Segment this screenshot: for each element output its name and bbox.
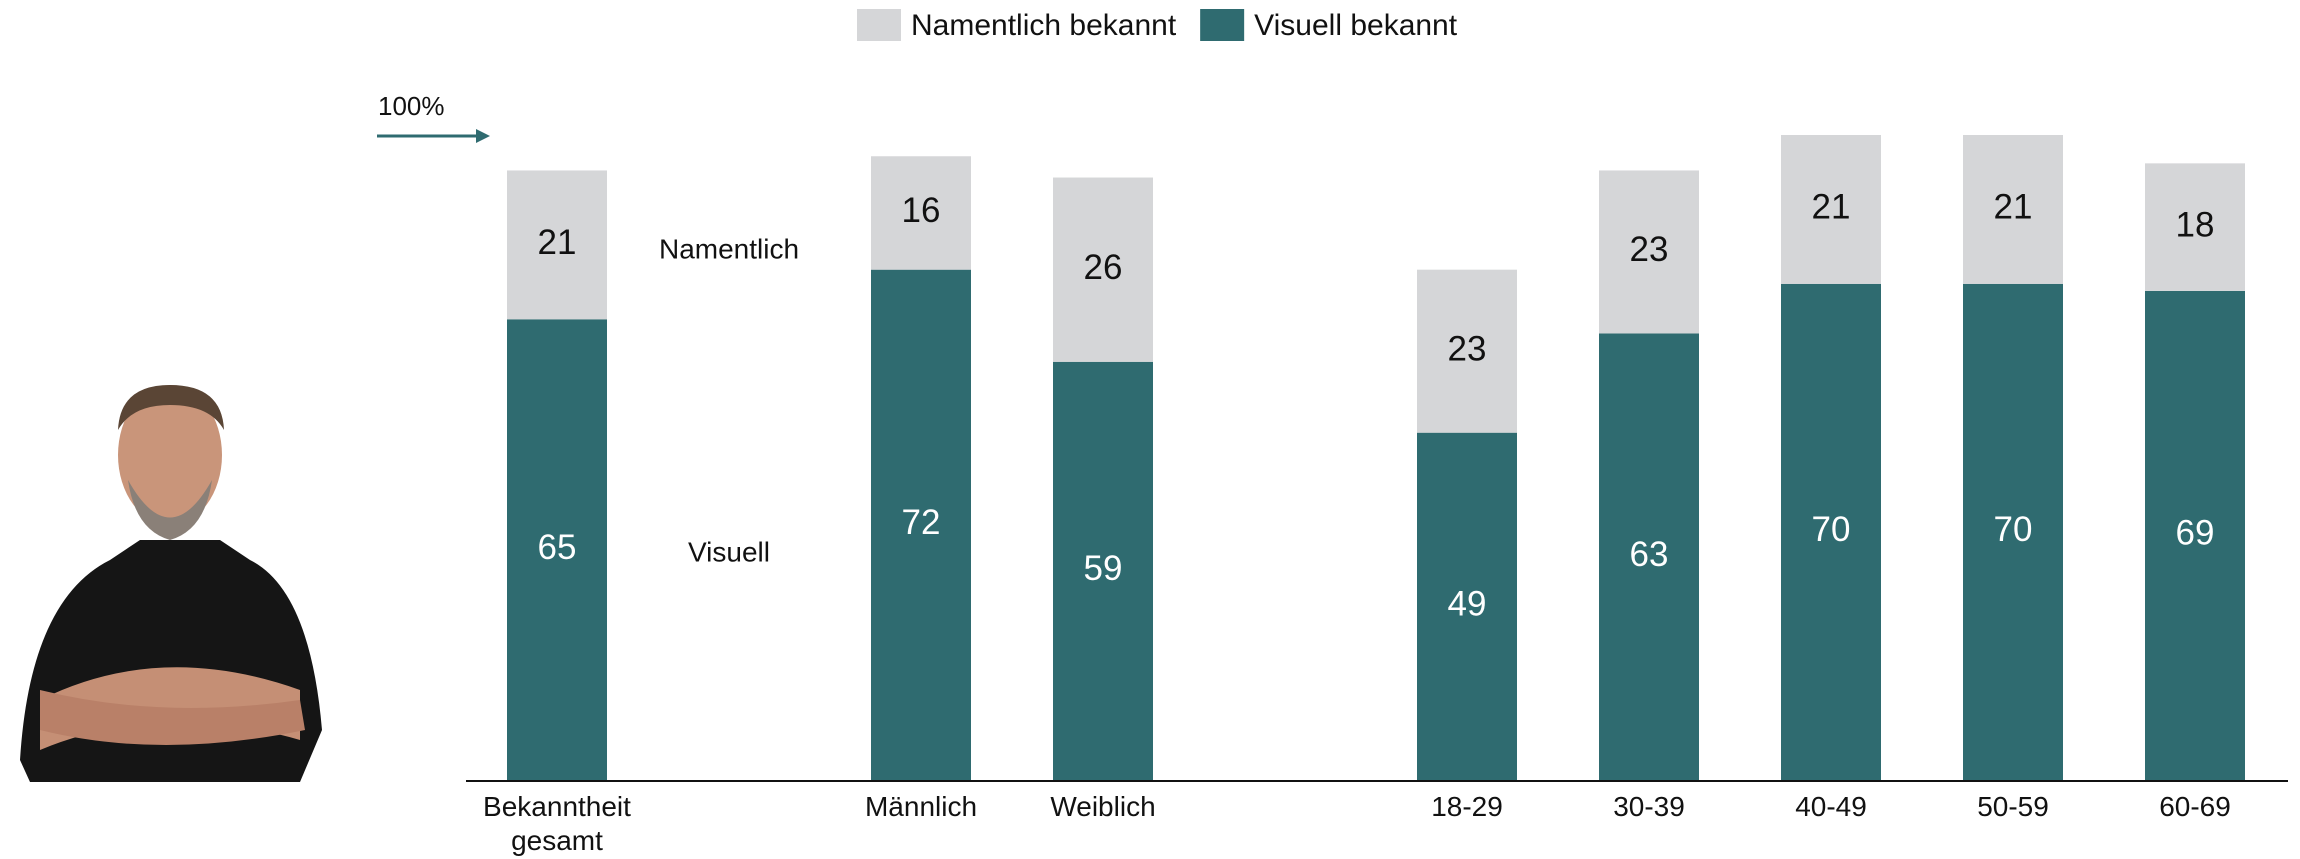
data-label: 72 (902, 503, 941, 542)
data-label: 69 (2176, 514, 2215, 553)
legend-label: Namentlich bekannt (911, 9, 1177, 42)
legend-label: Visuell bekannt (1254, 9, 1458, 42)
legend-swatch (857, 9, 901, 41)
data-label: 21 (1994, 188, 2033, 227)
data-label: 23 (1448, 329, 1487, 368)
x-tick-label: Männlich (821, 790, 1021, 824)
annotation: Visuell (688, 536, 770, 567)
x-tick-label: Bekanntheit gesamt (457, 790, 657, 858)
data-label: 70 (1994, 510, 2033, 549)
annotation: Namentlich (659, 233, 799, 264)
annotation: 100% (378, 91, 445, 121)
portrait (20, 385, 322, 782)
data-label: 49 (1448, 585, 1487, 624)
data-label: 21 (538, 223, 577, 262)
data-label: 26 (1084, 248, 1123, 287)
data-label: 65 (538, 528, 577, 567)
data-label: 23 (1630, 230, 1669, 269)
data-label: 16 (902, 191, 941, 230)
x-tick-label: 30-39 (1549, 790, 1749, 824)
x-tick-label: 18-29 (1367, 790, 1567, 824)
x-tick-label: Weiblich (1003, 790, 1203, 824)
legend-swatch (1200, 9, 1244, 41)
data-label: 70 (1812, 510, 1851, 549)
x-tick-label: 40-49 (1731, 790, 1931, 824)
data-label: 18 (2176, 205, 2215, 244)
data-label: 63 (1630, 535, 1669, 574)
arrow-head (476, 129, 490, 143)
page: 100% Namentlich Visuell 65 21 72 16 59 26 49 23… (0, 0, 2300, 859)
x-tick-label: 50-59 (1913, 790, 2113, 824)
x-tick-label: 60-69 (2095, 790, 2295, 824)
chart: 100% Namentlich Visuell 65 21 72 16 59 26 49 23… (0, 0, 2300, 859)
data-label: 59 (1084, 549, 1123, 588)
data-label: 21 (1812, 188, 1851, 227)
